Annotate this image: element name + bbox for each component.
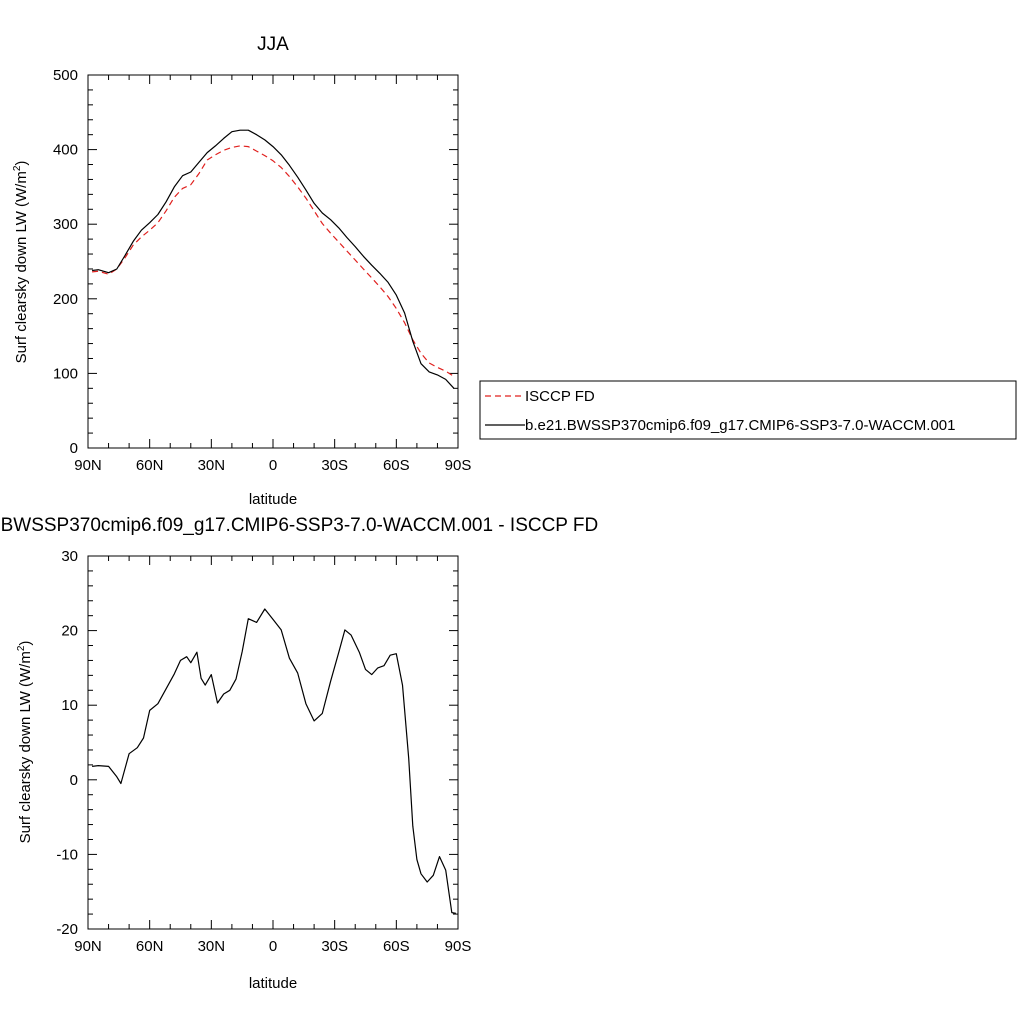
top-y-tick-label: 200 (53, 291, 78, 308)
top-plot-title: JJA (257, 34, 289, 55)
top-y-tick-label: 400 (53, 142, 78, 159)
bottom-y-tick-label: 10 (61, 697, 78, 714)
bottom-y-tick-label: -10 (56, 846, 78, 863)
top-axis-ticks: 90N 60N 30N 0 30S 60S 90S 0 100 200 300 400 500 (53, 67, 471, 474)
bottom-x-tick-label: 90N (74, 938, 102, 955)
bottom-plot-frame (87, 555, 459, 930)
bottom-panel: b.e21.BWSSP370cmip6.f09_g17.CMIP6-SSP3-7… (0, 515, 598, 992)
bottom-x-tick-label: 60N (136, 938, 164, 955)
top-x-tick-label: 90N (74, 457, 102, 474)
legend: ISCCP FD b.e21.BWSSP370cmip6.f09_g17.CMI… (479, 380, 1017, 440)
bottom-x-axis-title: latitude (249, 975, 297, 992)
top-series-group (92, 129, 455, 389)
bottom-axis-ticks: 90N 60N 30N 0 30S 60S 90S -20 -10 0 10 20 30 (56, 548, 471, 955)
top-x-axis-title: latitude (249, 491, 297, 508)
legend-label-model: b.e21.BWSSP370cmip6.f09_g17.CMIP6-SSP3-7… (525, 417, 955, 434)
bottom-plot-title: b.e21.BWSSP370cmip6.f09_g17.CMIP6-SSP3-7… (0, 515, 598, 536)
top-series-line-1 (92, 129, 455, 389)
top-x-tick-label: 0 (269, 457, 277, 474)
bottom-series-line-0 (92, 608, 457, 914)
top-y-tick-label: 0 (70, 440, 78, 457)
top-x-tick-label: 90S (445, 457, 472, 474)
bottom-y-tick-label: 20 (61, 623, 78, 640)
top-series-line-0 (92, 145, 455, 377)
bottom-y-axis-title: Surf clearsky down LW (W/m2) (16, 641, 34, 844)
top-y-tick-label: 300 (53, 216, 78, 233)
top-panel: JJA 90N 60N 30N 0 30S 60S 90S0100200300400500 … (12, 34, 1017, 508)
top-y-tick-label: 500 (53, 67, 78, 84)
bottom-x-tick-label: 30N (198, 938, 226, 955)
legend-box (479, 380, 1017, 440)
bottom-x-tick-label: 30S (321, 938, 348, 955)
top-x-tick-label: 30N (198, 457, 226, 474)
top-x-tick-label: 30S (321, 457, 348, 474)
bottom-y-tick-label: 30 (61, 548, 78, 565)
top-x-tick-label: 60S (383, 457, 410, 474)
top-y-axis-title: Surf clearsky down LW (W/m2) (12, 161, 30, 364)
bottom-y-tick-label: -20 (56, 921, 78, 938)
bottom-series-group (92, 608, 457, 914)
legend-label-isccp: ISCCP FD (525, 388, 595, 405)
bottom-x-tick-label: 90S (445, 938, 472, 955)
bottom-x-tick-label: 60S (383, 938, 410, 955)
top-plot-frame (87, 74, 459, 449)
top-x-tick-label: 60N (136, 457, 164, 474)
bottom-y-tick-label: 0 (70, 772, 78, 789)
top-y-tick-label: 100 (53, 365, 78, 382)
bottom-x-tick-label: 0 (269, 938, 277, 955)
